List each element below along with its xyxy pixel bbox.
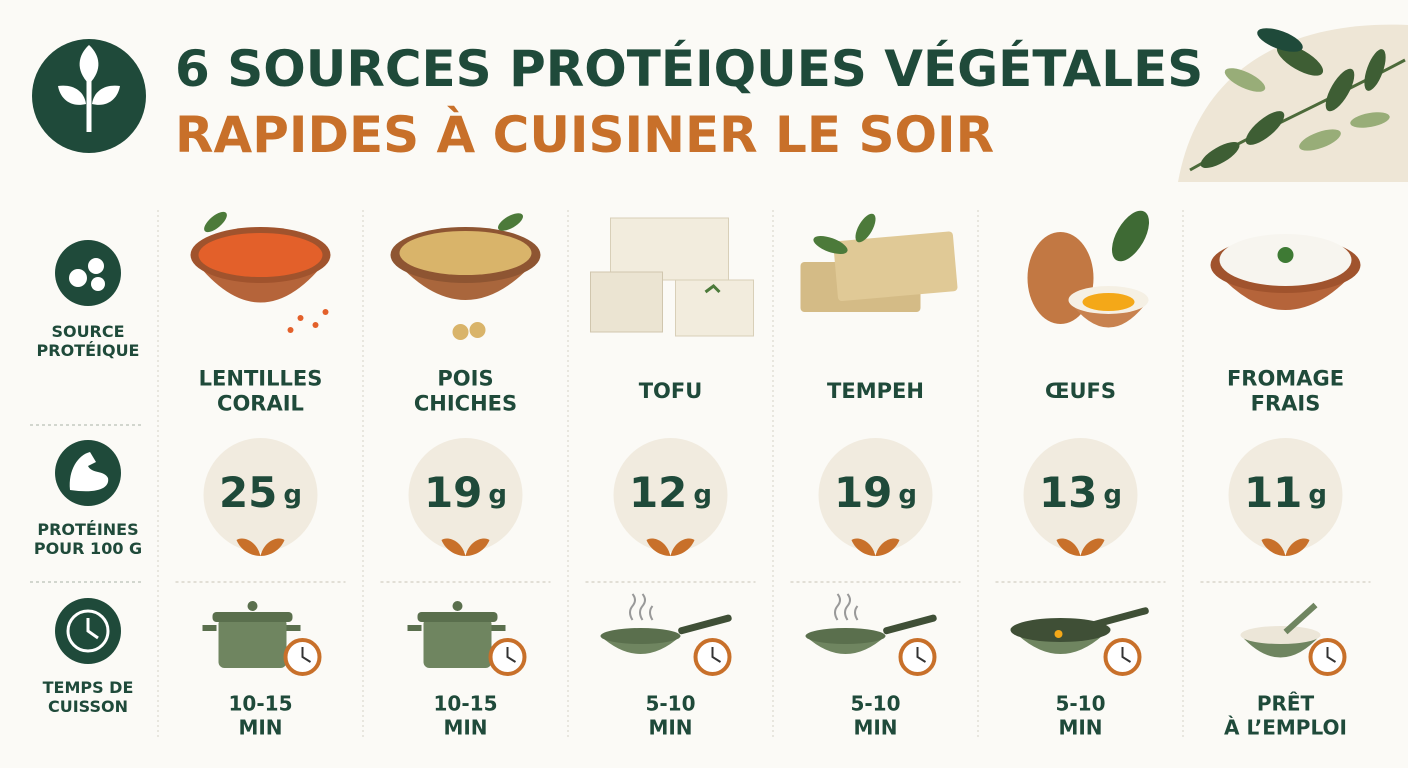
logo xyxy=(32,39,146,153)
cooking-icon xyxy=(202,601,301,668)
protein-value: 19 xyxy=(424,468,482,517)
timer-icon xyxy=(283,638,322,676)
protein-badge xyxy=(1023,438,1138,552)
sprout-icon xyxy=(1056,538,1105,556)
row-label: POUR 100 G xyxy=(34,539,142,558)
protein-amount: 19 g xyxy=(424,468,507,517)
food-illustration xyxy=(590,217,754,337)
title-line-2: RAPIDES À CUISINER LE SOIR xyxy=(175,105,994,164)
sprout-icon xyxy=(236,538,285,556)
timer-icon xyxy=(693,638,732,676)
cooking-time: 10-15 xyxy=(229,692,293,716)
timer-icon xyxy=(898,638,937,676)
food-illustration xyxy=(390,213,541,340)
protein-badge xyxy=(613,438,728,552)
protein-unit: g xyxy=(693,480,712,510)
row-label: TEMPS DE xyxy=(43,678,134,697)
protein-unit: g xyxy=(283,480,302,510)
source-name: TEMPEH xyxy=(827,379,924,403)
protein-unit: g xyxy=(1308,480,1327,510)
protein-unit: g xyxy=(1103,480,1122,510)
protein-value: 25 xyxy=(219,468,277,517)
source-name: FROMAGE xyxy=(1227,366,1344,390)
protein-value: 12 xyxy=(629,468,687,517)
protein-badge xyxy=(1228,438,1343,552)
source-name: POIS xyxy=(437,366,493,390)
sprout-icon xyxy=(1261,538,1310,556)
row-label: PROTÉINES xyxy=(37,520,138,539)
protein-unit: g xyxy=(898,480,917,510)
protein-amount: 25 g xyxy=(219,468,302,517)
source-name: TOFU xyxy=(639,379,703,403)
timer-icon xyxy=(1103,638,1142,676)
title-line-1: 6 SOURCES PROTÉIQUES VÉGÉTALES xyxy=(175,39,1203,98)
source-name: FRAIS xyxy=(1251,392,1321,416)
source-name: CORAIL xyxy=(217,392,304,416)
row-label: SOURCE xyxy=(51,322,124,341)
sprout-icon xyxy=(646,538,695,556)
cooking-time: MIN xyxy=(443,716,487,740)
protein-badge xyxy=(818,438,933,552)
protein-amount: 19 g xyxy=(834,468,917,517)
protein-value: 13 xyxy=(1039,468,1097,517)
cooking-time: MIN xyxy=(238,716,282,740)
protein-badge xyxy=(408,438,523,552)
source-name: CHICHES xyxy=(414,392,517,416)
cooking-time: 5-10 xyxy=(1055,692,1105,716)
protein-value: 19 xyxy=(834,468,892,517)
cooking-time: MIN xyxy=(1058,716,1102,740)
row-icon xyxy=(55,240,121,306)
protein-amount: 12 g xyxy=(629,468,712,517)
row-icon xyxy=(55,440,121,506)
food-illustration xyxy=(1027,210,1150,328)
protein-value: 11 xyxy=(1244,468,1302,517)
cooking-time: 10-15 xyxy=(434,692,498,716)
cooking-icon xyxy=(1010,607,1149,654)
row-label: CUISSON xyxy=(48,697,128,716)
sprout-icon xyxy=(851,538,900,556)
food-illustration xyxy=(190,211,331,333)
cooking-time: PRÊT xyxy=(1257,692,1315,716)
cooking-time: 5-10 xyxy=(850,692,900,716)
cooking-icon xyxy=(407,601,506,668)
row-label: PROTÉIQUE xyxy=(37,341,140,360)
leaf-decoration xyxy=(1178,24,1408,182)
food-illustration xyxy=(1210,234,1361,310)
protein-amount: 13 g xyxy=(1039,468,1122,517)
cooking-time: MIN xyxy=(648,716,692,740)
protein-unit: g xyxy=(488,480,507,510)
sprout-icon xyxy=(441,538,490,556)
cooking-icon xyxy=(600,593,732,654)
cooking-time: 5-10 xyxy=(645,692,695,716)
row-icon xyxy=(55,598,121,664)
food-illustration xyxy=(800,213,958,312)
source-name: LENTILLES xyxy=(199,366,323,390)
cooking-icon xyxy=(1240,602,1321,658)
cooking-time: À L’EMPLOI xyxy=(1224,716,1347,740)
cooking-time: MIN xyxy=(853,716,897,740)
protein-badge xyxy=(203,438,318,552)
timer-icon xyxy=(488,638,527,676)
protein-amount: 11 g xyxy=(1244,468,1327,517)
source-name: ŒUFS xyxy=(1045,379,1116,403)
cooking-icon xyxy=(805,593,937,654)
timer-icon xyxy=(1308,638,1347,676)
